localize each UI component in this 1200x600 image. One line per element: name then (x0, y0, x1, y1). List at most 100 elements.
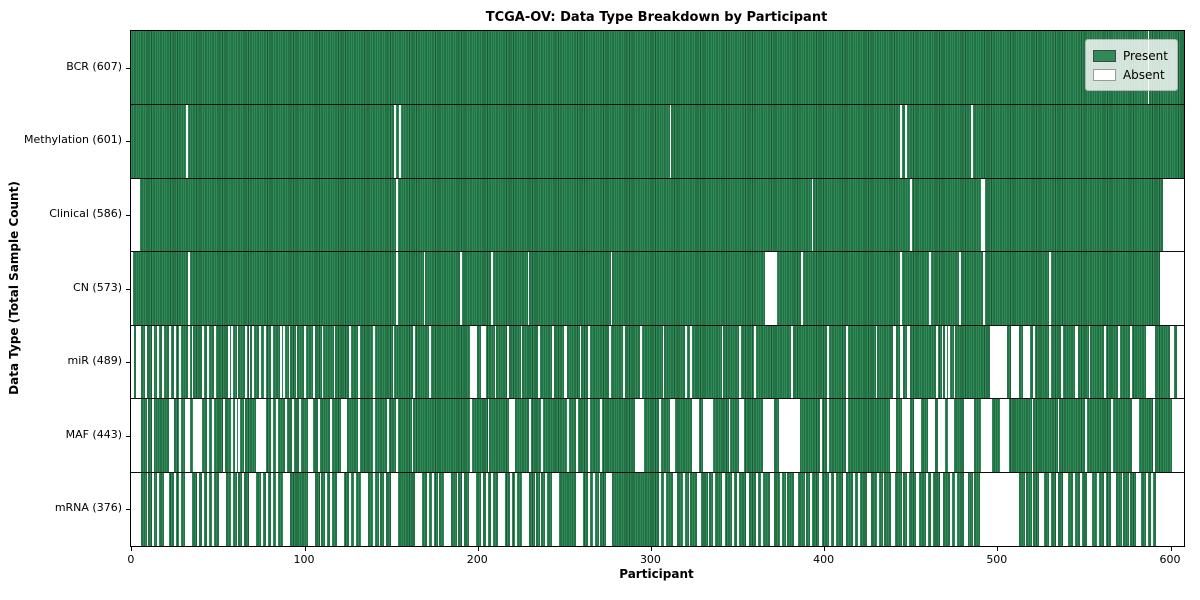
absent-stripe (151, 325, 154, 399)
absent-stripe (664, 472, 667, 546)
absent-stripe (551, 472, 559, 546)
absent-stripe (925, 472, 928, 546)
absent-stripe (292, 398, 294, 473)
absent-stripe (179, 398, 182, 473)
x-tick-mark (1170, 547, 1172, 551)
absent-stripe (905, 104, 907, 179)
absent-swatch-icon (1092, 68, 1116, 81)
absent-stripe (131, 472, 142, 546)
absent-stripe (487, 398, 490, 473)
absent-stripe (801, 251, 803, 326)
absent-stripe (214, 325, 216, 399)
absent-stripe (318, 398, 320, 473)
absent-stripe (567, 398, 570, 473)
absent-stripe (383, 472, 386, 546)
heatmap-row-methylation (131, 104, 1184, 179)
absent-stripe (948, 398, 954, 473)
absent-stripe (357, 325, 360, 399)
absent-stripe (437, 472, 440, 546)
absent-stripe (486, 472, 488, 546)
absent-stripe (1074, 325, 1079, 399)
x-tick-mark (477, 547, 479, 551)
y-tick-mark (126, 435, 130, 437)
absent-stripe (151, 398, 154, 473)
absent-stripe (1132, 398, 1139, 473)
absent-stripe (981, 178, 985, 252)
absent-stripe (541, 398, 544, 473)
absent-stripe (1156, 472, 1184, 546)
absent-stripe (243, 398, 246, 473)
y-tick-label: CN (573) (73, 280, 122, 294)
absent-stripe (1055, 472, 1058, 546)
y-tick-label: BCR (607) (66, 59, 122, 73)
absent-stripe (515, 472, 518, 546)
absent-stripe (395, 251, 398, 326)
absent-stripe (688, 472, 691, 546)
absent-stripe (520, 325, 523, 399)
present-swatch-icon (1092, 49, 1116, 62)
plot-area: Present Absent (126, 30, 1185, 551)
absent-stripe (169, 398, 175, 473)
absent-stripe (970, 104, 973, 179)
absent-stripe (1097, 472, 1100, 546)
absent-stripe (276, 398, 279, 473)
absent-stripe (1031, 472, 1034, 546)
absent-stripe (156, 325, 159, 399)
absent-stripe (692, 398, 700, 473)
absent-stripe (640, 325, 642, 399)
absent-stripe (1073, 472, 1075, 546)
absent-stripe (1159, 251, 1184, 326)
absent-stripe (480, 325, 487, 399)
absent-stripe (576, 398, 578, 473)
absent-stripe (820, 398, 823, 473)
absent-stripe (683, 472, 686, 546)
absent-stripe (882, 472, 885, 546)
absent-stripe (588, 398, 590, 473)
absent-stripe (811, 178, 814, 252)
absent-stripe (958, 251, 961, 326)
absent-stripe (387, 398, 390, 473)
x-tick-label: 600 (1159, 553, 1181, 566)
absent-stripe (390, 472, 398, 546)
x-tick-label: 500 (986, 553, 1008, 566)
absent-stripe (307, 472, 315, 546)
absent-stripe (131, 251, 133, 326)
absent-stripe (1057, 398, 1060, 473)
absent-stripe (867, 472, 871, 546)
absent-stripe (156, 472, 159, 546)
absent-stripe (527, 251, 530, 326)
absent-stripe (444, 472, 452, 546)
absent-stripe (834, 472, 836, 546)
absent-stripe (778, 398, 800, 473)
absent-stripe (196, 472, 199, 546)
absent-stripe (707, 472, 710, 546)
absent-stripe (319, 472, 322, 546)
y-tick-label: Methylation (601) (24, 133, 122, 147)
y-tick-label: mRNA (376) (54, 501, 122, 515)
row-separator (131, 104, 1184, 106)
y-tick-mark (126, 288, 130, 290)
absent-stripe (1010, 325, 1020, 399)
absent-stripe (901, 472, 904, 546)
absent-stripe (202, 472, 204, 546)
absent-stripe (794, 472, 798, 546)
absent-stripe (480, 472, 483, 546)
absent-stripe (411, 398, 414, 473)
absent-stripe (179, 325, 182, 399)
absent-stripe (236, 472, 239, 546)
absent-stripe (298, 398, 301, 473)
heatmap-row-cn (131, 251, 1184, 326)
row-separator (131, 398, 1184, 400)
absent-stripe (539, 472, 542, 546)
absent-stripe (1038, 472, 1044, 546)
absent-stripe (186, 104, 189, 179)
absent-stripe (255, 398, 267, 473)
absent-stripe (941, 325, 944, 399)
absent-stripe (304, 325, 306, 399)
absent-stripe (288, 325, 291, 399)
absent-stripe (579, 325, 582, 399)
y-tick-label: Clinical (586) (49, 206, 122, 220)
absent-stripe (1033, 325, 1036, 399)
absent-stripe (818, 472, 823, 546)
absent-stripe (491, 472, 493, 546)
